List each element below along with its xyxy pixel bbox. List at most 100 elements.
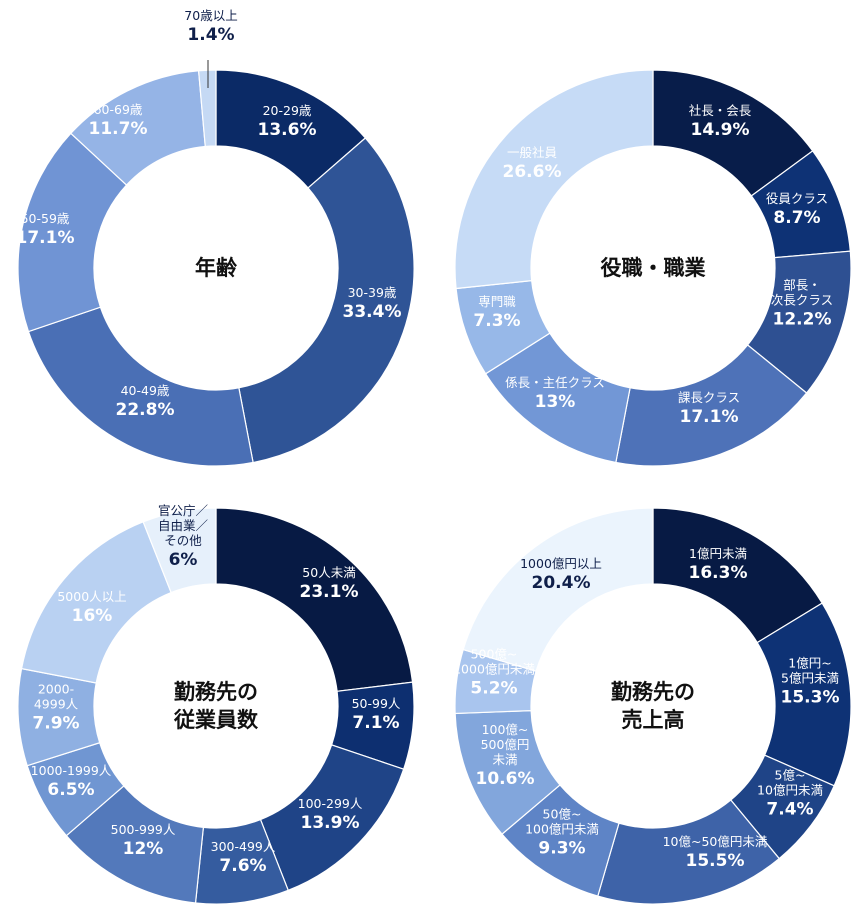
- slice-label-4: 300-499人 7.6%: [211, 839, 276, 876]
- slice-value: 26.6%: [503, 162, 562, 182]
- slice-label-1: 1億円未満 16.3%: [689, 546, 748, 583]
- slice-label-5: 500-999人 12%: [111, 822, 176, 859]
- slice-8: [462, 507, 654, 672]
- slice-label-7: 500億~1000億円未満 5.2%: [453, 647, 535, 699]
- slice-name: 1000-1999人: [31, 763, 112, 778]
- slice-value: 17.1%: [680, 407, 739, 427]
- slice-name: 4999人: [34, 697, 79, 712]
- slice-name: 自由業／: [158, 518, 209, 533]
- donut-chart-4: 1億円未満 16.3% 1億円~5億円未満 15.3% 5億~10億円未満 7.4% 10億…: [453, 507, 852, 905]
- slice-label-2: 役員クラス 8.7%: [766, 191, 828, 228]
- slice-9: [142, 507, 217, 594]
- slice-label-1: 20-29歳 13.6%: [258, 103, 317, 140]
- slice-name: 部長・: [783, 278, 821, 293]
- slice-name: 係長・主任クラス: [505, 375, 605, 390]
- slice-label-5: 50億~100億円未満 9.3%: [525, 807, 599, 859]
- slice-label-2: 30-39歳 33.4%: [343, 285, 402, 322]
- slice-value: 13%: [535, 392, 576, 412]
- slice-label-1: 50人未満 23.1%: [300, 565, 359, 602]
- slice-label-2: 1億円~5億円未満 15.3%: [781, 656, 840, 708]
- slice-name: 500-999人: [111, 822, 176, 837]
- donut-chart-3: 50人未満 23.1% 50-99人 7.1% 100-299人 13.9% 300-499…: [17, 503, 415, 905]
- slice-value: 8.7%: [773, 208, 820, 228]
- slice-value: 16.3%: [689, 563, 748, 583]
- chart-title: 勤務先の: [611, 680, 695, 704]
- slice-value: 16%: [72, 606, 113, 626]
- slice-value: 7.3%: [473, 311, 520, 331]
- slice-label-5: 60-69歳 11.7%: [89, 102, 148, 139]
- slice-6: [197, 69, 217, 148]
- slice-value: 5.2%: [470, 679, 517, 699]
- slice-name: 60-69歳: [94, 102, 143, 117]
- slice-label-7: 一般社員 26.6%: [503, 145, 562, 182]
- slice-label-2: 50-99人 7.1%: [352, 696, 401, 733]
- slice-name: 50-59歳: [21, 211, 70, 226]
- slice-value: 23.1%: [300, 582, 359, 602]
- slice-name: 2000-: [38, 682, 74, 697]
- slice-label-4: 10億~50億円未満 15.5%: [663, 834, 768, 871]
- slice-name: 5000人以上: [57, 589, 126, 604]
- slice-label-8: 5000人以上 16%: [57, 589, 126, 626]
- slice-name: 社長・会長: [689, 103, 752, 118]
- slice-2: [238, 137, 415, 464]
- slice-name: 10億~50億円未満: [663, 834, 768, 849]
- slice-label-6: 70歳以上 1.4%: [184, 8, 237, 45]
- slice-name: 一般社員: [507, 145, 558, 160]
- slice-name: 70歳以上: [184, 8, 237, 23]
- slice-label-4: 50-59歳 17.1%: [16, 211, 75, 248]
- slice-value: 22.8%: [116, 400, 175, 420]
- slice-label-5: 係長・主任クラス 13%: [505, 375, 605, 412]
- slice-value: 7.1%: [352, 713, 399, 733]
- slice-value: 33.4%: [343, 302, 402, 322]
- slice-name: 専門職: [478, 294, 516, 309]
- slice-name: 100-299人: [298, 796, 363, 811]
- slice-3: [27, 306, 254, 467]
- slice-name: 500億円: [481, 737, 530, 752]
- slice-name: 40-49歳: [121, 383, 170, 398]
- slice-name: 未満: [492, 752, 517, 767]
- slice-value: 17.1%: [16, 228, 75, 248]
- donut-chart-2: 社長・会長 14.9% 役員クラス 8.7% 部長・次長クラス 12.2% 課長クラス 17.…: [454, 69, 852, 467]
- slice-value: 20.4%: [532, 573, 591, 593]
- slice-value: 7.4%: [766, 800, 813, 820]
- slice-name: 10億円未満: [757, 783, 823, 798]
- slice-label-3: 5億~10億円未満 7.4%: [757, 768, 823, 820]
- chart-title: 従業員数: [173, 708, 259, 732]
- slice-value: 6.5%: [47, 780, 94, 800]
- slice-value: 12%: [123, 839, 164, 859]
- slice-name: 5億~: [775, 768, 806, 783]
- slice-7: [454, 69, 654, 290]
- slice-name: 役員クラス: [766, 191, 828, 206]
- slice-name: 次長クラス: [771, 293, 833, 308]
- slice-value: 15.3%: [781, 688, 840, 708]
- slice-name: 100億~: [482, 722, 529, 737]
- slice-value: 7.6%: [219, 856, 266, 876]
- slice-label-3: 100-299人 13.9%: [298, 796, 363, 833]
- slice-name: 官公庁／: [158, 503, 209, 518]
- slice-1: [215, 507, 414, 692]
- slice-name: 500億~: [471, 647, 518, 662]
- slice-name: 1億円未満: [689, 546, 747, 561]
- slice-value: 14.9%: [691, 120, 750, 140]
- slice-value: 9.3%: [538, 839, 585, 859]
- slice-value: 10.6%: [476, 769, 535, 789]
- slice-name: 1000億円未満: [453, 662, 535, 677]
- chart-title: 勤務先の: [174, 680, 258, 704]
- slice-value: 13.9%: [301, 813, 360, 833]
- slice-label-4: 課長クラス 17.1%: [678, 390, 740, 427]
- slice-name: その他: [164, 533, 202, 548]
- slice-label-6: 専門職 7.3%: [473, 294, 520, 331]
- slice-label-3: 部長・次長クラス 12.2%: [771, 278, 833, 330]
- slice-label-3: 40-49歳 22.8%: [116, 383, 175, 420]
- slice-label-9: 官公庁／自由業／その他 6%: [158, 503, 209, 570]
- slice-name: 100億円未満: [525, 822, 599, 837]
- slice-value: 13.6%: [258, 120, 317, 140]
- chart-title: 売上高: [622, 708, 685, 732]
- slice-label-8: 1000億円以上 20.4%: [520, 556, 602, 593]
- slice-name: 50-99人: [352, 696, 401, 711]
- slice-name: 50億~: [543, 807, 582, 822]
- slice-value: 1.4%: [187, 25, 234, 45]
- chart-title: 年齢: [195, 256, 238, 280]
